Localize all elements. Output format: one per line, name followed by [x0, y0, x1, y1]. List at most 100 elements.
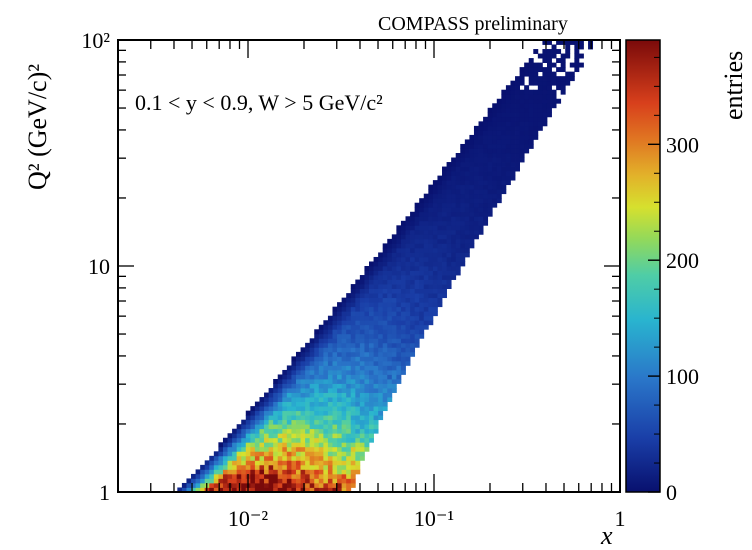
heatmap-cell: [373, 356, 379, 362]
heatmap-cell: [556, 49, 562, 54]
heatmap-cell: [510, 125, 516, 131]
heatmap-cell: [327, 356, 333, 362]
heatmap-cell: [309, 487, 315, 493]
heatmap-cell: [473, 139, 479, 145]
heatmap-cell: [323, 329, 329, 335]
heatmap-cell: [419, 198, 425, 204]
heatmap-cell: [318, 397, 324, 402]
heatmap-cell: [318, 424, 324, 430]
heatmap-cell: [364, 379, 370, 384]
heatmap-cell: [428, 189, 434, 195]
heatmap-cell: [359, 406, 365, 412]
heatmap-cell: [327, 442, 333, 448]
heatmap-cell: [341, 424, 347, 430]
heatmap-cell: [410, 288, 416, 294]
heatmap-cell: [451, 225, 457, 231]
heatmap-cell: [373, 275, 379, 280]
heatmap-cell: [359, 297, 365, 303]
heatmap-cell: [505, 130, 511, 136]
heatmap-cell: [373, 333, 379, 339]
heatmap-cell: [350, 315, 356, 321]
heatmap-cell: [350, 333, 356, 339]
heatmap-cell: [410, 270, 416, 276]
heatmap-cell: [423, 306, 429, 312]
heatmap-cell: [359, 379, 365, 384]
heatmap-cell: [245, 455, 251, 461]
heatmap-cell: [478, 180, 484, 186]
heatmap-cell: [277, 433, 283, 439]
heatmap-cell: [432, 306, 438, 312]
colorbar-tick-label: 0: [666, 480, 677, 505]
heatmap-cell: [578, 44, 584, 50]
heatmap-cell: [318, 473, 324, 479]
heatmap-cell: [414, 270, 420, 276]
heatmap-cell: [382, 284, 388, 289]
heatmap-cell: [515, 166, 520, 172]
heatmap-cell: [341, 342, 347, 348]
heatmap-cell: [245, 446, 251, 452]
heatmap-cell: [492, 193, 498, 199]
heatmap-cell: [236, 428, 242, 434]
heatmap-cell: [350, 347, 356, 353]
heatmap-cell: [286, 433, 292, 439]
heatmap-cell: [437, 261, 443, 267]
heatmap-cell: [318, 428, 324, 434]
heatmap-cell: [414, 333, 420, 339]
heatmap-cell: [405, 320, 411, 326]
heatmap-cell: [391, 297, 397, 303]
heatmap-cell: [323, 473, 329, 479]
heatmap-cell: [473, 171, 479, 176]
heatmap-cell: [505, 143, 511, 149]
heatmap-cell: [473, 225, 479, 231]
heatmap-cell: [428, 284, 434, 289]
heatmap-cell: [400, 302, 406, 308]
heatmap-cell: [286, 451, 292, 457]
heatmap-cell: [273, 464, 279, 470]
heatmap-cell: [460, 189, 466, 195]
heatmap-cell: [483, 207, 489, 213]
heatmap-cell: [387, 266, 393, 271]
heatmap-cell: [291, 369, 297, 375]
heatmap-cell: [533, 62, 539, 68]
heatmap-cell: [387, 392, 393, 398]
heatmap-cell: [232, 428, 238, 434]
heatmap-cell: [295, 379, 301, 384]
heatmap-cell: [337, 406, 343, 412]
heatmap-cell: [264, 419, 269, 425]
heatmap-cell: [282, 415, 288, 421]
heatmap-cell: [382, 347, 388, 353]
heatmap-cell: [505, 162, 511, 167]
heatmap-cell: [437, 184, 443, 190]
heatmap-cell: [318, 383, 324, 389]
heatmap-cell: [355, 360, 361, 366]
heatmap-cell: [309, 369, 315, 375]
heatmap-cell: [505, 180, 511, 186]
heatmap-cell: [232, 478, 238, 484]
heatmap-cell: [264, 415, 269, 421]
heatmap-cell: [400, 266, 406, 271]
heatmap-cell: [218, 487, 224, 493]
heatmap-cell: [314, 455, 320, 461]
heatmap-cell: [369, 315, 374, 321]
heatmap-cell: [373, 266, 379, 271]
heatmap-cell: [542, 58, 548, 63]
heatmap-cell: [332, 406, 338, 412]
heatmap-cell: [346, 347, 352, 353]
heatmap-cell: [382, 365, 388, 371]
heatmap-cell: [400, 329, 406, 335]
heatmap-cell: [432, 284, 438, 289]
heatmap-cell: [542, 121, 548, 127]
heatmap-cell: [305, 428, 311, 434]
heatmap-cell: [305, 342, 311, 348]
heatmap-cell: [254, 487, 260, 493]
heatmap-cell: [236, 455, 242, 461]
heatmap-cell: [483, 139, 489, 145]
heatmap-cell: [254, 428, 260, 434]
heatmap-cell: [496, 184, 502, 190]
heatmap-cell: [483, 134, 489, 140]
heatmap-cell: [218, 482, 224, 488]
heatmap-cell: [414, 279, 420, 285]
heatmap-cell: [332, 329, 338, 335]
heatmap-cell: [314, 437, 320, 443]
heatmap-cell: [323, 333, 329, 339]
